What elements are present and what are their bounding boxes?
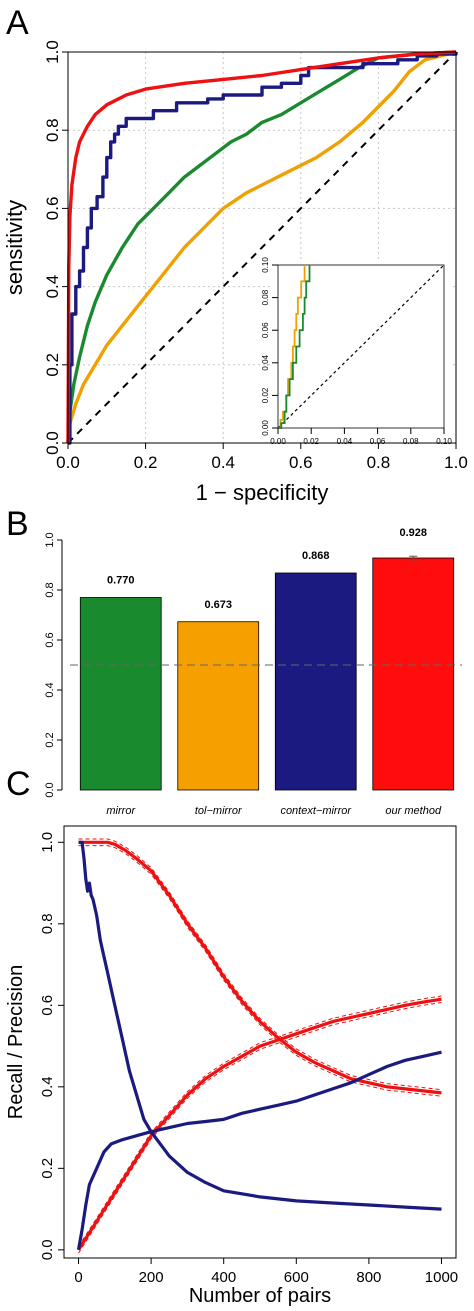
roc-x-tick-label: 1.0 <box>444 453 468 472</box>
recall-precision-y-tick-label: 0.2 <box>39 1158 56 1179</box>
bar-y-tick-label: 0.0 <box>44 782 56 797</box>
bar-y-axis: 0.0 0.2 0.4 0.6 0.8 1.0 <box>44 532 63 798</box>
roc-y-tick-label: 0.4 <box>43 275 62 299</box>
inset-y-tick-label: 0.04 <box>261 354 270 370</box>
recall-precision-frame <box>63 825 457 1259</box>
inset-y-tick-label: 0.08 <box>261 289 270 305</box>
roc-y-axis-label: sensitivity <box>2 200 27 295</box>
bar-y-tick-label: 0.4 <box>44 682 56 697</box>
roc-curve-0 <box>66 50 457 444</box>
curve-0-lower-band <box>78 845 442 1097</box>
recall-precision-x-tick-label: 200 <box>139 1269 164 1286</box>
recall-precision-y-tick-label: 1.0 <box>39 832 56 853</box>
inset-x-tick-label: 0.10 <box>436 437 452 446</box>
curve-3 <box>76 1050 442 1251</box>
roc-x-tick-label: 0.8 <box>367 453 391 472</box>
bar-value-label: 0.770 <box>107 575 135 587</box>
recall-precision-y-axis-label: Recall / Precision <box>5 965 27 1120</box>
roc-series <box>66 50 458 445</box>
panel-letter-c: C <box>6 765 31 803</box>
inset-curve-1 <box>278 265 311 429</box>
recall-precision-x-tick-label: 1000 <box>425 1269 458 1286</box>
roc-axes: 0.0 0.2 0.4 0.6 0.8 1.0 0.0 0.2 0.4 0.6 0.8 1.0 <box>43 40 468 472</box>
roc-curve-1 <box>66 50 457 444</box>
curve-1 <box>77 997 442 1251</box>
recall-precision-x-tick-label: 400 <box>211 1269 236 1286</box>
inset-x-tick-label: 0.08 <box>403 437 419 446</box>
roc-inset: 0.00 0.02 0.04 0.06 0.08 0.10 0.00 0.02 0.04 0.06… <box>261 257 452 446</box>
roc-x-tick-label: 0.0 <box>56 453 80 472</box>
bar-value-label: 0.928 <box>399 527 427 539</box>
roc-x-axis-label: 1 − specificity <box>196 480 329 505</box>
recall-precision-y-tick-label: 0.8 <box>39 913 56 934</box>
inset-diagonal <box>277 264 445 429</box>
inset-y-tick-label: 0.00 <box>261 420 270 436</box>
panel-letter-b: B <box>6 505 29 543</box>
curve-0-upper-band <box>78 838 442 1091</box>
inset-x-tick-label: 0.04 <box>337 437 353 446</box>
bar-y-tick-label: 0.6 <box>44 632 56 647</box>
bar-2 <box>274 572 357 791</box>
bar-y-tick-label: 0.8 <box>44 582 56 597</box>
inset-frame <box>277 264 445 429</box>
recall-precision-x-tick-label: 0 <box>74 1269 82 1286</box>
roc-x-tick-label: 0.4 <box>211 453 235 472</box>
inset-x-tick-label: 0.02 <box>303 437 319 446</box>
roc-plot-frame <box>67 51 457 444</box>
roc-y-tick-label: 0.0 <box>43 431 62 455</box>
bar-category-label: our method <box>385 805 442 817</box>
inset-y-tick-label: 0.02 <box>261 387 270 403</box>
inset-y-tick-label: 0.06 <box>261 322 270 338</box>
inset-y-tick-label: 0.10 <box>261 257 270 273</box>
roc-curve-2 <box>68 52 458 445</box>
curve-0 <box>78 840 442 1095</box>
bar-panel: 0.770 mirror 0.673 tol−mirror 0.868 context−m… <box>44 527 462 817</box>
recall-precision-y-tick-label: 0.4 <box>39 1076 56 1097</box>
roc-x-tick-label: 0.6 <box>289 453 313 472</box>
roc-y-tick-label: 0.6 <box>43 197 62 221</box>
recall-precision-x-axis-label: Number of pairs <box>189 1285 331 1307</box>
recall-precision-axes: 0 200 400 600 800 1000 0.0 0.2 0.4 0.6 0.8 1.0 <box>39 832 458 1286</box>
bar-series: 0.770 mirror 0.673 tol−mirror 0.868 context−m… <box>70 527 462 817</box>
bar-value-label: 0.673 <box>204 599 232 611</box>
bar-category-label: context−mirror <box>280 805 352 817</box>
recall-precision-y-tick-label: 0.0 <box>39 1239 56 1260</box>
curve-2 <box>78 840 442 1211</box>
inset-background <box>272 259 450 440</box>
roc-panel: 0.0 0.2 0.4 0.6 0.8 1.0 0.0 0.2 0.4 0.6 0.8 1.0 1 −… <box>2 40 468 505</box>
roc-diagonal <box>67 51 457 444</box>
bar-1 <box>177 621 260 791</box>
bar-category-label: tol−mirror <box>195 805 243 817</box>
bar-category-label: mirror <box>106 805 136 817</box>
curve-1-upper-band <box>78 995 442 1247</box>
bar-y-tick-label: 0.2 <box>44 732 56 747</box>
inset-x-tick-label: 0.00 <box>270 437 286 446</box>
recall-precision-x-tick-label: 800 <box>356 1269 381 1286</box>
bar-3 <box>372 557 455 791</box>
curve-1-lower-band <box>78 1002 442 1254</box>
roc-y-tick-label: 0.8 <box>43 118 62 142</box>
roc-y-tick-label: 1.0 <box>43 40 62 64</box>
roc-y-tick-label: 0.2 <box>43 353 62 377</box>
recall-precision-panel: 0 200 400 600 800 1000 0.0 0.2 0.4 0.6 0.8 1.0 Numb… <box>5 825 458 1307</box>
roc-curve-3 <box>66 50 457 444</box>
inset-x-tick-label: 0.06 <box>370 437 386 446</box>
recall-precision-series <box>76 838 442 1254</box>
bar-value-label: 0.868 <box>302 550 330 562</box>
panel-letter-a: A <box>6 4 29 42</box>
bar-y-tick-label: 1.0 <box>44 532 56 547</box>
recall-precision-y-tick-label: 0.6 <box>39 995 56 1016</box>
roc-x-tick-label: 0.2 <box>134 453 158 472</box>
bar-0 <box>79 597 162 791</box>
recall-precision-x-tick-label: 600 <box>284 1269 309 1286</box>
